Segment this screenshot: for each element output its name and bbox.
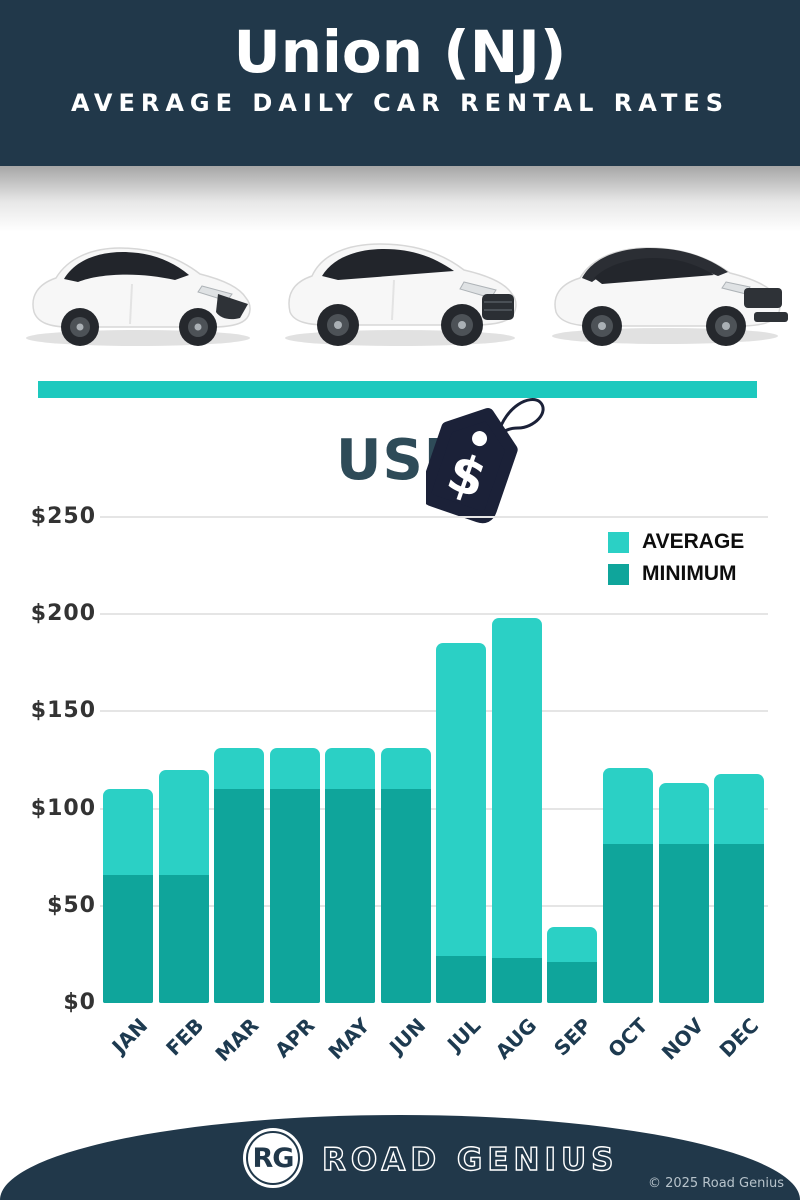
bar-minimum-dec [714,843,765,1003]
month-label-dec: DEC [714,1013,764,1063]
month-label-aug: AUG [490,1013,542,1064]
gridline-250 [100,516,768,518]
header-shadow-gradient [0,166,800,232]
minimum-label: MINIMUM [642,562,737,585]
y-axis-label-250: $250 [30,504,96,529]
y-axis-label-50: $50 [47,892,96,918]
month-label-mar: MAR [210,1013,264,1067]
month-label-may: MAY [323,1013,375,1065]
page-title: Union (NJ) [233,18,567,86]
bar-minimum-sep [547,962,598,1003]
gridline-50 [100,904,768,907]
bar-minimum-apr [269,789,320,1003]
car-image-suv [285,243,517,346]
copyright-text: © 2025 Road Genius [647,1176,784,1191]
teal-divider-bar [38,381,757,398]
brand-name: ROAD GENIUS [321,1141,619,1178]
month-label-sep: SEP [549,1013,597,1061]
average-label: AVERAGE [642,530,745,553]
y-axis-label-150: $150 [30,698,96,724]
bar-minimum-may [325,789,376,1003]
bar-minimum-jul [436,956,487,1003]
gridline-100 [100,807,768,810]
chart-legend: AVERAGE MINIMUM [608,530,744,594]
bar-average-jul [436,643,487,1003]
car-image-suv-black-roof [552,247,788,346]
month-label-oct: OCT [603,1013,653,1063]
gridline-200 [100,613,768,616]
page-subtitle: AVERAGE DAILY CAR RENTAL RATES [70,88,730,117]
month-label-jul: JUL [442,1013,486,1057]
bar-minimum-oct [602,843,653,1003]
car-image-hatchback [26,247,251,346]
bar-minimum-aug [491,958,542,1003]
month-label-jun: JUN [384,1013,431,1059]
bar-minimum-jan [103,874,153,1003]
logo-initials: RG [252,1142,295,1174]
month-label-jan: JAN [107,1013,153,1059]
minimum-swatch [608,563,629,585]
legend-item-minimum: MINIMUM [608,562,744,586]
month-label-apr: APR [269,1013,319,1063]
price-tag-icon: $ [426,398,545,524]
bar-minimum-jun [380,789,431,1003]
gridline-150 [100,710,768,713]
average-swatch [608,531,629,553]
road-genius-logo: RG [243,1128,303,1188]
y-axis-label-100: $100 [30,795,96,821]
y-axis-label-0: $0 [63,990,96,1015]
bar-average-aug [491,618,542,1003]
bar-minimum-mar [214,789,265,1003]
y-axis-label-200: $200 [30,601,96,627]
bar-minimum-feb [158,874,209,1003]
month-label-feb: FEB [160,1013,208,1061]
month-label-nov: NOV [656,1013,708,1065]
header-banner: Union (NJ) AVERAGE DAILY CAR RENTAL RATE… [0,0,800,166]
legend-item-average: AVERAGE [608,530,744,554]
bar-minimum-nov [658,843,709,1003]
